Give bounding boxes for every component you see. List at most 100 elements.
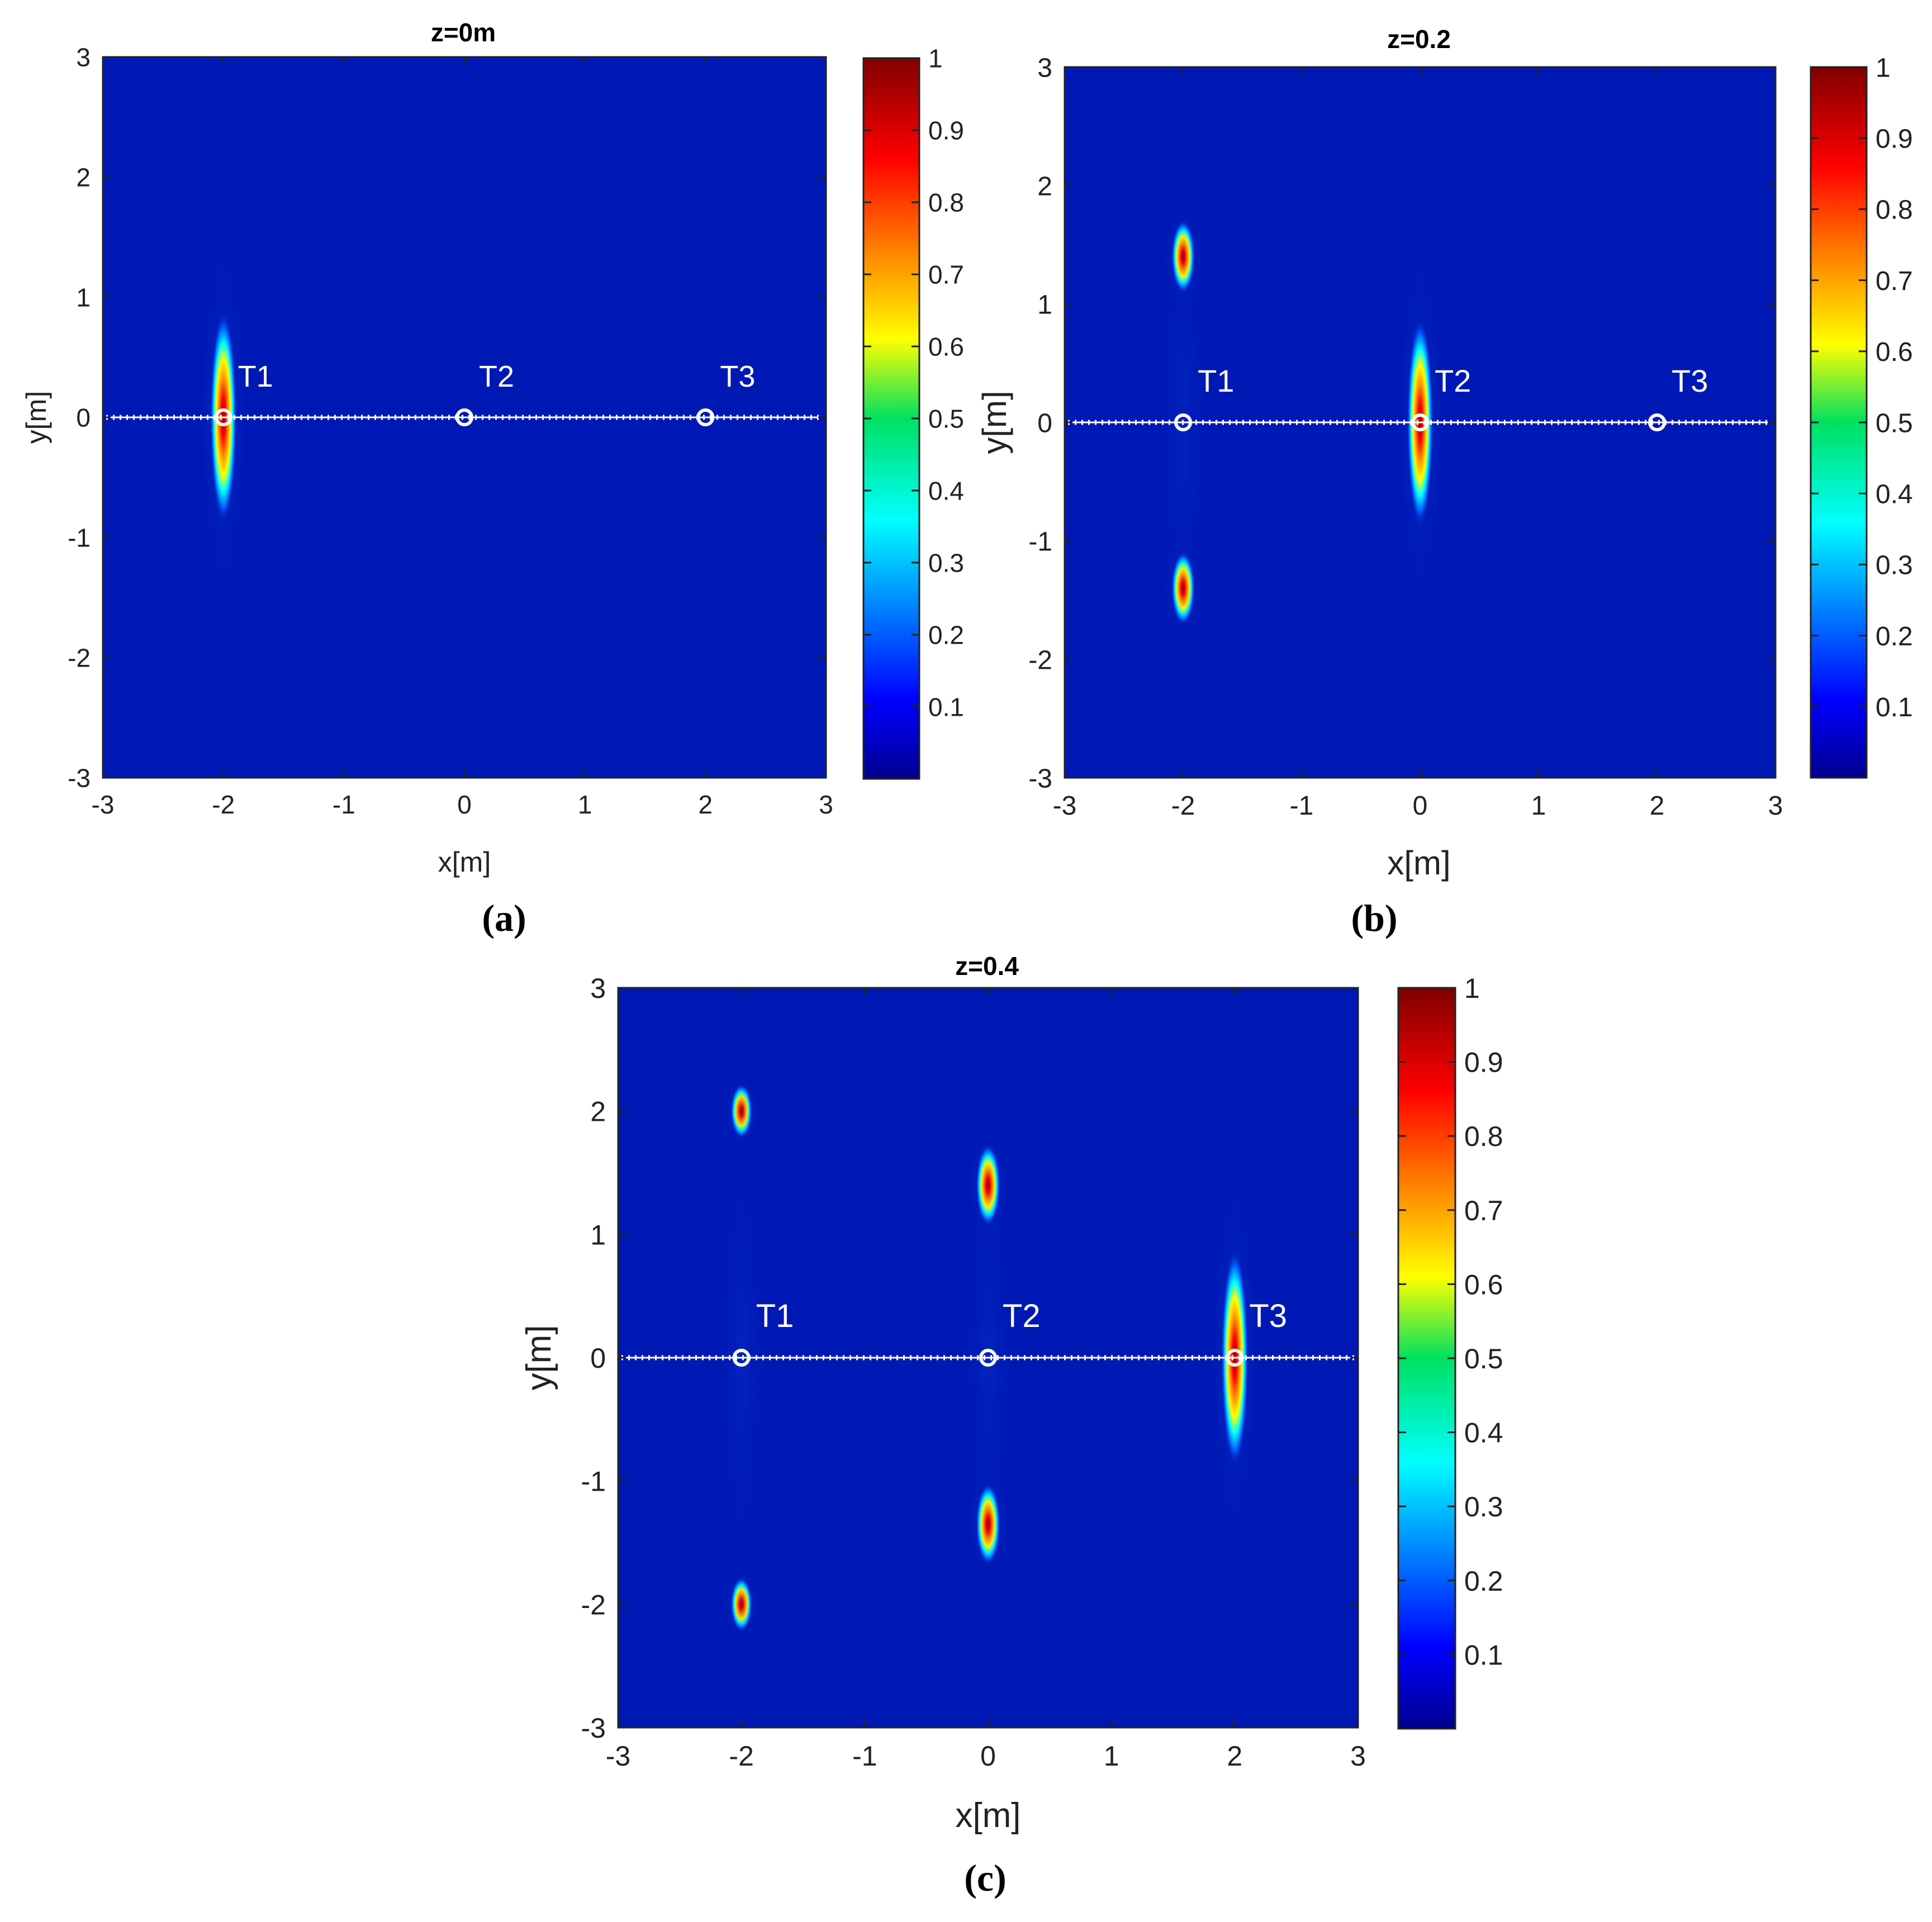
- panel-c-ytick-label: 1: [590, 1219, 606, 1250]
- panel-b-ytick-label: 2: [1037, 172, 1052, 201]
- panel-c-xlabel: x[m]: [955, 1796, 1020, 1835]
- panel-b-ytick-label: 1: [1037, 290, 1052, 320]
- panel-c-colorbar-ticks: 0.1 0.2 0.3 0.4 0.5 0.6 0.7 0.8 0.9 1: [1398, 973, 1503, 1671]
- panel-b: z=0.2 T1 T2 T3 -3 -2 -1 0 1 2 3 -3 -2 -1 0 1 2 3 x[m] y…: [976, 25, 1913, 939]
- panel-a-ylabel: y[m]: [21, 391, 52, 444]
- panel-b-target-marker-t3: [1648, 413, 1666, 431]
- panel-c-ytick-label: -1: [581, 1466, 606, 1497]
- panel-b-colorbar-tick-label: 0.2: [1876, 622, 1913, 651]
- panel-b-target-label-t1: T1: [1198, 363, 1234, 398]
- panel-c-target-label-t1: T1: [756, 1298, 794, 1334]
- panel-a-ticks: -3 -2 -1 0 1 2 3 -3 -2 -1 0 1 2 3: [68, 43, 833, 819]
- panel-a-colorbar-tick-label: 0.2: [928, 621, 964, 650]
- panel-c-ytick-label: 3: [590, 973, 606, 1004]
- panel-a-ytick-label: -2: [68, 644, 91, 673]
- panel-b-ylabel: y[m]: [976, 391, 1013, 454]
- panel-a-colorbar-tick-label: 0.3: [928, 549, 964, 578]
- panel-a-colorbar-tick-label: 0.9: [928, 116, 964, 145]
- panel-c-peak-1: [730, 1084, 753, 1139]
- panel-c-colorbar-tick-label: 0.1: [1464, 1639, 1503, 1671]
- panel-a-colorbar: [862, 57, 920, 780]
- panel-b-sublabel: (b): [1351, 897, 1397, 939]
- panel-c-xtick-label: -1: [852, 1740, 877, 1772]
- panel-b-colorbar-tick-label: 0.3: [1876, 551, 1913, 581]
- panel-c-peak-2: [730, 1577, 753, 1631]
- panel-a-target-marker-t2: [455, 408, 473, 426]
- panel-c-colorbar-tick-label: 0.4: [1464, 1417, 1503, 1449]
- panel-a-colorbar-tick-label: 1: [928, 44, 943, 73]
- panel-a-ytick-label: -1: [68, 524, 91, 553]
- panel-a: z=0m T1 T2 T3 -3 -2 -1 0 1 2 3 -3 -2 -1 0 1 2 3 x[m] y[…: [21, 18, 964, 939]
- panel-c-xtick-label: -2: [729, 1740, 753, 1772]
- panel-a-target-label-t2: T2: [479, 360, 514, 393]
- panel-b-colorbar-tick-label: 0.4: [1876, 479, 1913, 509]
- panel-b-colorbar-tick-label: 0.6: [1876, 337, 1913, 367]
- panel-c-colorbar-tick-label: 0.7: [1464, 1195, 1503, 1226]
- panel-b-colorbar-tick-label: 0.9: [1876, 124, 1913, 154]
- panel-a-ytick-label: 1: [76, 283, 91, 312]
- panel-a-xtick-label: 1: [578, 790, 592, 819]
- panel-c-xtick-label: 3: [1350, 1740, 1366, 1772]
- panel-c-target-label-t2: T2: [1003, 1298, 1041, 1334]
- panel-a-marks: T1 T2 T3: [106, 153, 823, 682]
- panel-b-peak-2: [1171, 551, 1195, 625]
- panel-c-title: z=0.4: [955, 952, 1019, 981]
- panel-c-xtick-label: 0: [980, 1740, 996, 1772]
- panel-b-colorbar-tick-label: 0.7: [1876, 267, 1913, 296]
- panel-b-target-label-t2: T2: [1435, 363, 1471, 398]
- panel-b-ytick-label: -1: [1028, 527, 1052, 556]
- panel-a-xtick-label: -1: [333, 790, 355, 819]
- panel-c-ytick-label: 2: [590, 1096, 606, 1127]
- panel-c: z=0.4 T1 T2 T3 -3 -2 -1 0 1 2 3 -3 -2 -1 0 1 2 3 x[m] y…: [520, 952, 1503, 1899]
- panel-c-ylabel: y[m]: [520, 1325, 558, 1390]
- panel-c-colorbar-tick-label: 0.6: [1464, 1269, 1503, 1300]
- panel-c-peak-3: [976, 1144, 1000, 1226]
- panel-c-target-marker-t3: [1226, 1349, 1244, 1367]
- panel-a-target-label-t3: T3: [720, 360, 755, 393]
- panel-a-ytick-label: 0: [76, 403, 91, 432]
- panel-b-ticks: -3 -2 -1 0 1 2 3 -3 -2 -1 0 1 2 3: [1028, 53, 1783, 821]
- panel-c-colorbar-tick-label: 0.3: [1464, 1491, 1503, 1523]
- panel-a-xtick-label: 2: [699, 790, 713, 819]
- panel-b-target-marker-t2: [1411, 413, 1429, 431]
- panel-b-xlabel: x[m]: [1387, 844, 1450, 882]
- panel-c-marks: T1 T2 T3: [621, 1074, 1355, 1641]
- panel-a-xlabel: x[m]: [438, 846, 491, 878]
- panel-b-ytick-label: -2: [1028, 645, 1052, 675]
- panel-c-colorbar-tick-label: 0.9: [1464, 1047, 1503, 1078]
- panel-c-target-marker-t1: [732, 1349, 751, 1367]
- panel-b-xtick-label: 1: [1531, 791, 1546, 821]
- panel-a-colorbar-tick-label: 0.1: [928, 693, 964, 722]
- panel-b-marks: T1 T2 T3: [1068, 161, 1772, 683]
- panel-b-xtick-label: 3: [1768, 791, 1783, 821]
- panel-c-ytick-label: 0: [590, 1343, 606, 1374]
- panel-a-ytick-label: 3: [76, 43, 91, 72]
- panel-c-peak-4: [976, 1483, 1000, 1565]
- panel-b-xtick-label: -2: [1171, 791, 1195, 821]
- panel-a-colorbar-tick-label: 0.6: [928, 332, 964, 361]
- panel-c-colorbar: [1397, 987, 1456, 1730]
- panel-b-colorbar-tick-label: 1: [1876, 53, 1891, 83]
- panel-a-ytick-label: 2: [76, 163, 91, 192]
- panel-b-colorbar: [1810, 66, 1868, 779]
- panel-c-colorbar-tick-label: 0.8: [1464, 1121, 1503, 1152]
- panel-b-colorbar-tick-label: 0.5: [1876, 408, 1913, 438]
- panel-b-colorbar-tick-label: 0.1: [1876, 693, 1913, 722]
- panel-b-xtick-label: -3: [1053, 791, 1077, 821]
- panel-b-title: z=0.2: [1387, 25, 1451, 54]
- panel-c-xtick-label: -3: [606, 1740, 630, 1772]
- panel-c-ticks: -3 -2 -1 0 1 2 3 -3 -2 -1 0 1 2 3: [581, 973, 1366, 1772]
- panel-a-colorbar-tick-label: 0.4: [928, 477, 964, 506]
- panel-a-xtick-label: -2: [212, 790, 235, 819]
- panel-c-ytick-label: -2: [581, 1589, 606, 1620]
- panel-b-ytick-label: -3: [1028, 764, 1052, 793]
- panel-c-colorbar-tick-label: 0.2: [1464, 1566, 1503, 1597]
- panel-c-colorbar-tick-label: 1: [1464, 973, 1480, 1004]
- panel-c-colorbar-tick-label: 0.5: [1464, 1343, 1503, 1374]
- panel-a-xtick-label: 3: [819, 790, 833, 819]
- panel-b-ytick-label: 0: [1037, 408, 1052, 438]
- panel-a-target-label-t1: T1: [238, 360, 273, 393]
- panel-a-colorbar-ticks: 0.1 0.2 0.3 0.4 0.5 0.6 0.7 0.8 0.9 1: [863, 44, 964, 722]
- panel-c-target-label-t3: T3: [1249, 1298, 1287, 1334]
